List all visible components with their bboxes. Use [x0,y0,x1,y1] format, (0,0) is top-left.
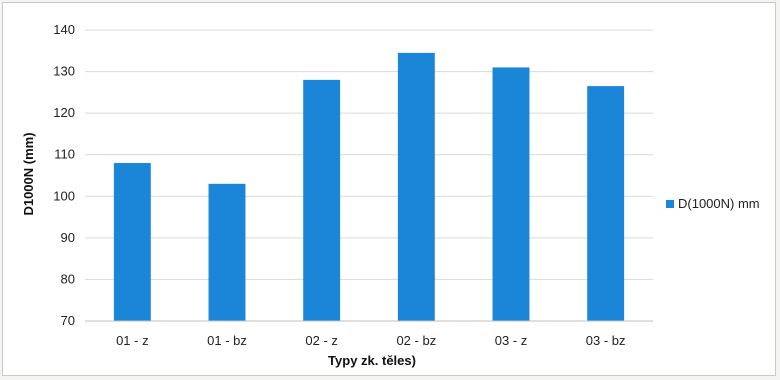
x-tick-label: 03 - bz [586,333,626,348]
y-axis-title: D1000N (mm) [21,132,36,215]
bar [397,52,435,321]
y-tick-label: 140 [53,22,75,37]
y-tick-label: 120 [53,105,75,120]
y-tick-label: 80 [61,271,75,286]
y-tick-label: 70 [61,313,75,328]
axes: 70 80 90 100 110 120 130 140 01 - z 01 - bz 02 - z… [53,22,653,348]
x-tick-label: 02 - z [305,333,338,348]
bar [303,79,341,321]
x-tick-label: 01 - z [116,333,149,348]
legend-swatch [666,200,674,208]
x-tick-label: 01 - bz [207,333,247,348]
x-axis-title: Typy zk. těles) [328,353,416,368]
x-tick-label: 03 - z [495,333,528,348]
bar [587,86,625,321]
bars [113,52,625,322]
y-tick-label: 90 [61,230,75,245]
y-tick-label: 130 [53,64,75,79]
chart-frame: 70 80 90 100 110 120 130 140 01 - z 01 - bz 02 - z… [2,2,776,376]
y-tick-label: 100 [53,188,75,203]
x-tick-label: 02 - bz [396,333,436,348]
y-tick-label: 110 [54,147,75,162]
bar [113,163,151,321]
bar [492,67,530,322]
legend-label: D(1000N) mm [678,196,760,211]
gridlines [85,29,653,280]
legend: D(1000N) mm [666,196,760,211]
bar [208,183,246,321]
bar-chart: 70 80 90 100 110 120 130 140 01 - z 01 - bz 02 - z… [21,22,760,368]
